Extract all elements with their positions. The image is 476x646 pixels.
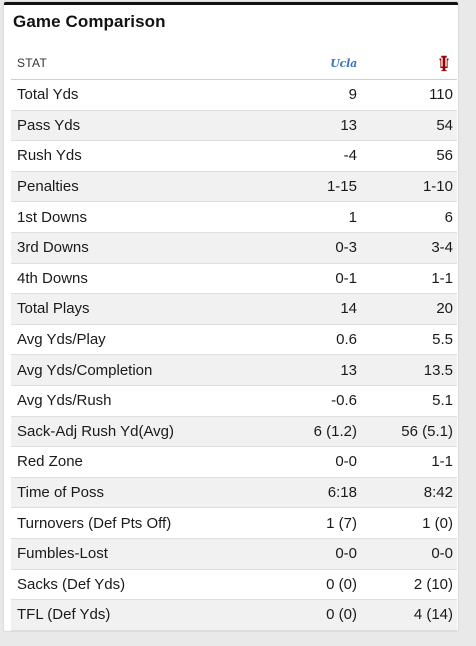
ucla-logo-icon: Ucla xyxy=(330,57,357,70)
stat-label: Turnovers (Def Pts Off) xyxy=(17,514,172,532)
stat-label: 4th Downs xyxy=(17,269,88,287)
table-row: Avg Yds/Play 0.6 5.5 xyxy=(11,325,457,356)
game-comparison-card: Game Comparison STAT Ucla Total Yds 9 110 P… xyxy=(4,2,458,631)
team-b-value: 6 xyxy=(444,208,453,226)
team-b-value: 5.1 xyxy=(432,392,453,410)
table-row: Sack-Adj Rush Yd(Avg) 6 (1.2) 56 (5.1) xyxy=(11,416,457,448)
team-b-value: 20 xyxy=(436,300,453,318)
stat-label: Avg Yds/Play xyxy=(17,331,106,349)
table-row: Turnovers (Def Pts Off) 1 (7) 1 (0) xyxy=(11,508,457,539)
team-b-value: 56 (5.1) xyxy=(401,422,453,440)
stat-label: Penalties xyxy=(17,178,79,196)
team-a-value: 0-3 xyxy=(335,239,357,257)
team-b-value: 0-0 xyxy=(431,545,453,563)
stat-column-header: STAT xyxy=(17,56,48,70)
team-b-value: 1-1 xyxy=(431,453,453,471)
stat-label: 1st Downs xyxy=(17,208,88,226)
team-a-value: 13 xyxy=(340,116,357,134)
stat-label: Total Yds xyxy=(17,86,79,104)
card-title: Game Comparison xyxy=(13,12,166,31)
team-a-value: 1 (7) xyxy=(326,514,357,532)
stat-label: Avg Yds/Completion xyxy=(17,361,153,379)
team-b-value: 2 (10) xyxy=(413,575,453,593)
team-a-value: 6 (1.2) xyxy=(313,422,357,440)
team-b-value: 4 (14) xyxy=(413,606,453,624)
table-row: Red Zone 0-0 1-1 xyxy=(11,447,457,478)
stat-label: Sack-Adj Rush Yd(Avg) xyxy=(17,422,175,440)
table-row: Sacks (Def Yds) 0 (0) 2 (10) xyxy=(11,570,457,601)
team-b-value: 13.5 xyxy=(423,361,453,379)
table-row: Penalties 1-15 1-10 xyxy=(11,171,457,203)
table-row: Rush Yds -4 56 xyxy=(11,141,457,172)
stat-label: Avg Yds/Rush xyxy=(17,392,112,410)
team-b-value: 5.5 xyxy=(432,331,453,349)
team-a-value: 1-15 xyxy=(326,178,357,196)
stat-label: Rush Yds xyxy=(17,147,82,165)
table-row: Total Plays 14 20 xyxy=(11,294,457,325)
team-a-value: 0 (0) xyxy=(326,575,357,593)
team-a-value: 0.6 xyxy=(336,331,357,349)
table-row: Fumbles-Lost 0-0 0-0 xyxy=(11,538,457,570)
team-b-value: 110 xyxy=(429,86,453,104)
table-row: Time of Poss 6:18 8:42 xyxy=(11,477,457,509)
table-row: 1st Downs 1 6 xyxy=(11,202,457,233)
stat-label: TFL (Def Yds) xyxy=(17,606,111,624)
stat-label: Total Plays xyxy=(17,300,90,318)
team-a-value: 0-1 xyxy=(335,269,357,287)
table-row: 3rd Downs 0-3 3-4 xyxy=(11,232,457,264)
team-a-value: -4 xyxy=(343,147,357,165)
indiana-logo-icon xyxy=(439,55,449,72)
team-a-value: 9 xyxy=(348,86,357,104)
table-row: Total Yds 9 110 xyxy=(11,80,457,111)
table-row: Pass Yds 13 54 xyxy=(11,110,457,142)
team-a-value: -0.6 xyxy=(331,392,357,410)
stat-label: Sacks (Def Yds) xyxy=(17,575,126,593)
team-a-value: 0-0 xyxy=(335,453,357,471)
team-b-value: 1-1 xyxy=(431,269,453,287)
team-b-column-header xyxy=(357,54,457,72)
team-b-value: 54 xyxy=(436,116,453,134)
team-a-value: 0 (0) xyxy=(326,606,357,624)
team-a-value: 14 xyxy=(340,300,357,318)
team-a-value: 13 xyxy=(340,361,357,379)
team-a-column-header: Ucla xyxy=(257,56,357,70)
team-b-value: 1 (0) xyxy=(422,514,453,532)
table-row: Avg Yds/Rush -0.6 5.1 xyxy=(11,386,457,417)
team-b-value: 1-10 xyxy=(422,178,453,196)
stat-label: Red Zone xyxy=(17,453,83,471)
table-header-row: STAT Ucla xyxy=(11,47,457,80)
team-a-value: 0-0 xyxy=(335,545,357,563)
table-row: Avg Yds/Completion 13 13.5 xyxy=(11,355,457,386)
table-body: Total Yds 9 110 Pass Yds 13 54 Rush Yds -4 56 Pen… xyxy=(11,80,457,631)
comparison-table: STAT Ucla Total Yds 9 110 Pass Yds 13 54 Rush … xyxy=(11,47,457,631)
table-row: 4th Downs 0-1 1-1 xyxy=(11,264,457,295)
team-b-value: 56 xyxy=(436,147,453,165)
team-a-value: 1 xyxy=(348,208,357,226)
stat-label: Time of Poss xyxy=(17,484,104,502)
table-row: TFL (Def Yds) 0 (0) 4 (14) xyxy=(11,600,457,631)
stat-label: Fumbles-Lost xyxy=(17,545,108,563)
team-b-value: 8:42 xyxy=(423,484,453,502)
stat-label: 3rd Downs xyxy=(17,239,89,257)
team-b-value: 3-4 xyxy=(431,239,453,257)
team-a-value: 6:18 xyxy=(327,484,357,502)
stat-label: Pass Yds xyxy=(17,116,81,134)
